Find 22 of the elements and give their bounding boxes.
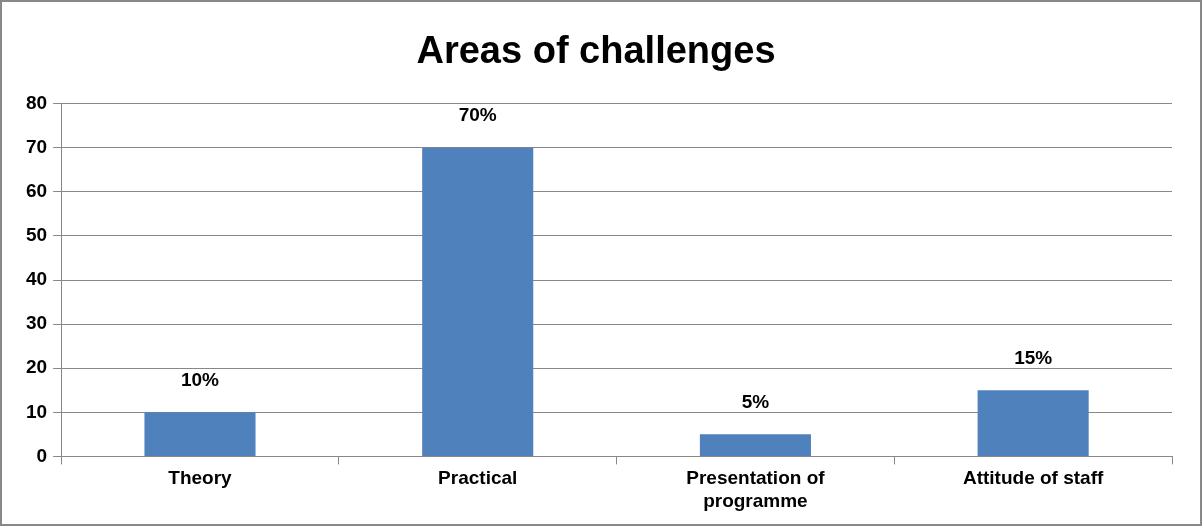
x-tick-label: Presentation of programme bbox=[686, 467, 826, 511]
y-tick-label: 0 bbox=[36, 444, 48, 466]
y-tick-label: 30 bbox=[25, 312, 48, 334]
data-label: 70% bbox=[458, 104, 497, 126]
y-tick-label: 80 bbox=[25, 91, 48, 113]
y-tick-label: 10 bbox=[25, 400, 48, 422]
data-label: 5% bbox=[741, 391, 770, 413]
x-tick-label: Theory bbox=[168, 467, 233, 489]
bar bbox=[699, 434, 811, 456]
x-tick-label: Practical bbox=[438, 467, 518, 489]
data-label: 10% bbox=[180, 369, 220, 391]
bar bbox=[977, 390, 1089, 456]
x-tick-label: Attitude of staff bbox=[962, 467, 1104, 489]
y-tick-label: 60 bbox=[25, 180, 48, 202]
bar bbox=[422, 147, 534, 456]
y-tick-label: 20 bbox=[25, 356, 48, 378]
y-tick-label: 40 bbox=[25, 268, 48, 290]
data-label: 15% bbox=[1014, 346, 1053, 368]
y-tick-label: 50 bbox=[25, 224, 48, 246]
y-tick-label: 70 bbox=[25, 135, 48, 157]
bar bbox=[144, 412, 256, 456]
chart-title: Areas of challenges bbox=[416, 29, 776, 72]
